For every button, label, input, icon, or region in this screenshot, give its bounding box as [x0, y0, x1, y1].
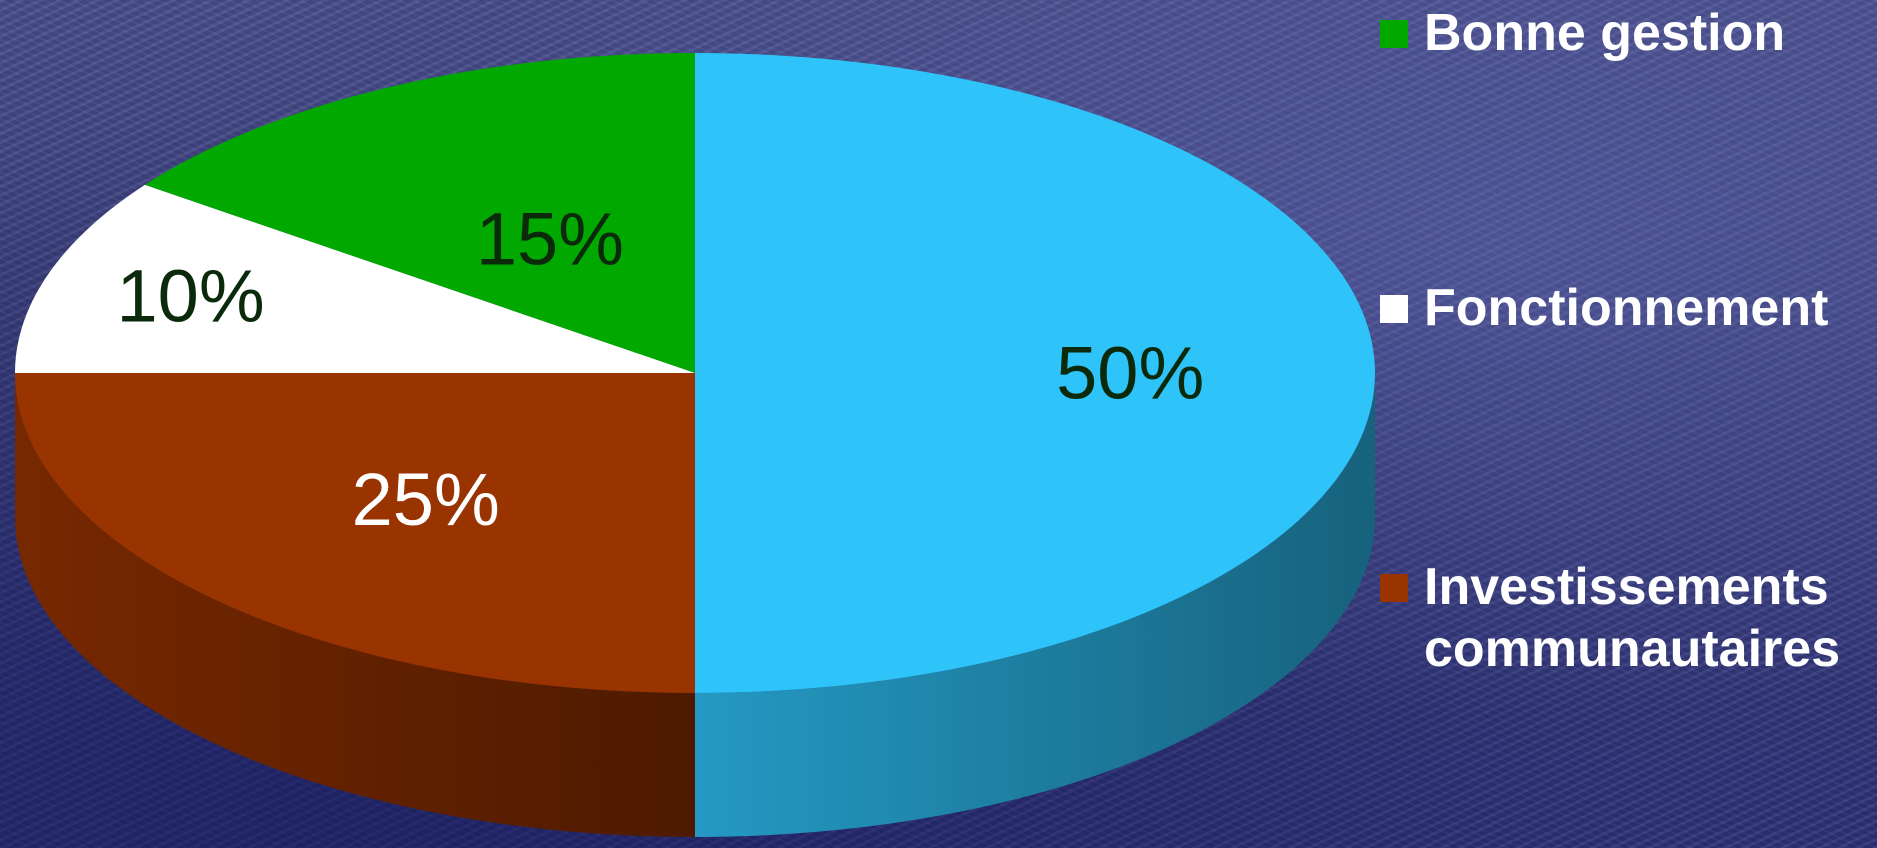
legend-label-fonctionnement: Fonctionnement	[1424, 279, 1829, 337]
pie-sides	[15, 373, 1375, 837]
legend-swatch-bonne-gestion	[1380, 20, 1408, 48]
pie-tops	[15, 53, 1375, 693]
legend: Bonne gestion Fonctionnement Investissem…	[1380, 0, 1860, 848]
data-label-investissements-communautaires: 25%	[352, 458, 500, 541]
pie-slice-bonne-gestion	[144, 53, 695, 373]
pie-side-investissements-communautaires	[15, 373, 695, 837]
data-label-slice-50: 50%	[1056, 332, 1204, 415]
data-label-fonctionnement: 10%	[117, 254, 265, 337]
legend-label-bonne-gestion: Bonne gestion	[1424, 4, 1786, 62]
pie-slice-investissements-communautaires	[15, 373, 695, 693]
pie-slice-fonctionnement	[15, 184, 695, 373]
data-label-bonne-gestion: 15%	[476, 198, 624, 281]
legend-item-fonctionnement: Fonctionnement	[1380, 277, 1828, 339]
pie-slice-slice-50	[695, 53, 1375, 693]
legend-swatch-investissements-communautaires	[1380, 574, 1408, 602]
legend-item-investissements-communautaires: Investissements communautaires	[1380, 556, 1840, 680]
legend-label-investissements-communautaires: Investissements communautaires	[1424, 558, 1841, 678]
pie-side-slice-50	[695, 373, 1375, 837]
legend-item-bonne-gestion: Bonne gestion	[1380, 2, 1785, 64]
legend-swatch-fonctionnement	[1380, 295, 1408, 323]
pie-labels: 15% 10% 25% 50%	[117, 198, 1205, 542]
